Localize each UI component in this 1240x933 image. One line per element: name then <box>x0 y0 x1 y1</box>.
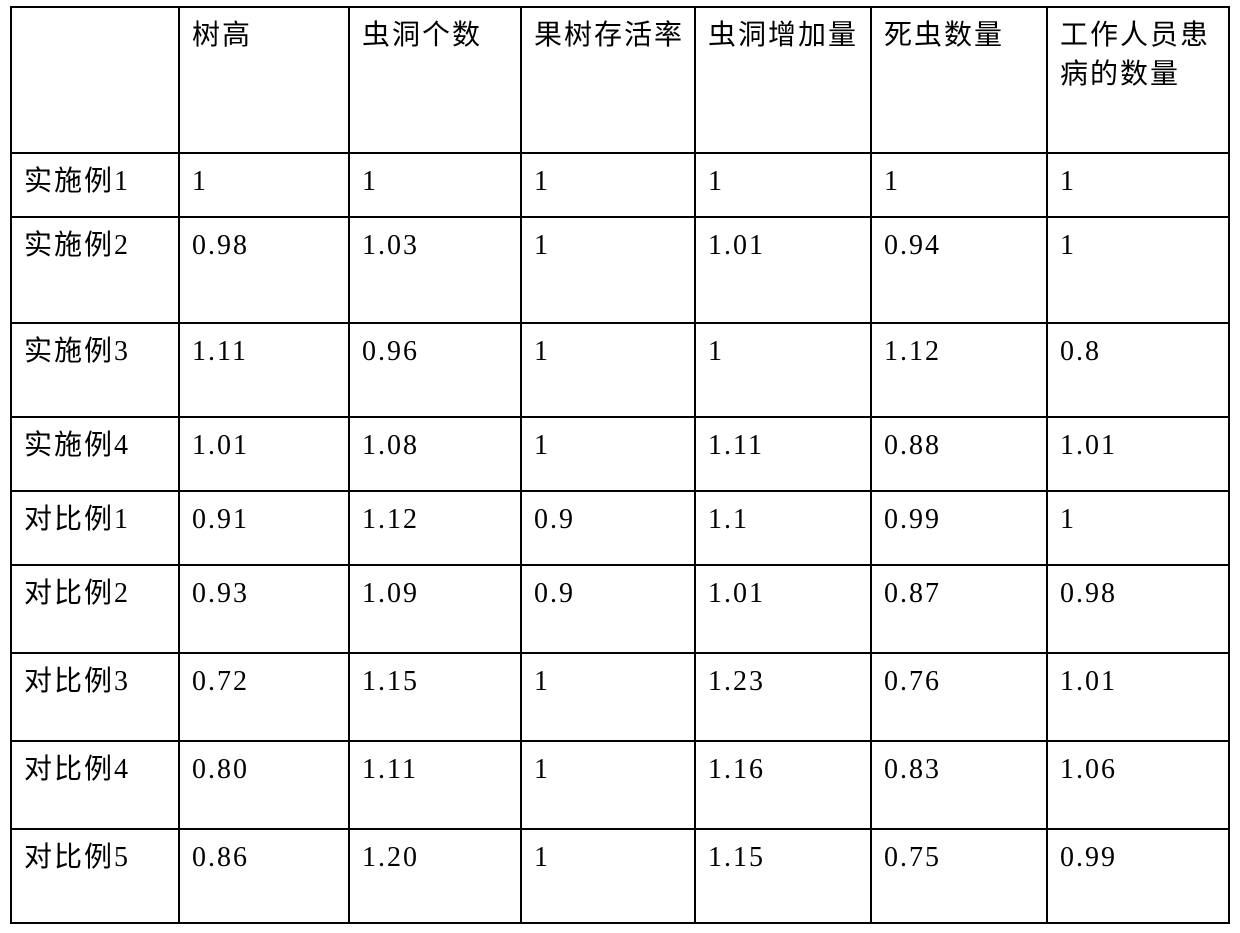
cell: 1.01 <box>179 417 349 491</box>
cell: 1 <box>521 417 695 491</box>
cell: 1.03 <box>349 217 521 323</box>
table-row: 对比例3 0.72 1.15 1 1.23 0.76 1.01 <box>11 653 1229 741</box>
cell: 0.91 <box>179 491 349 565</box>
cell: 0.80 <box>179 741 349 829</box>
cell: 1.01 <box>695 565 871 653</box>
cell: 0.75 <box>871 829 1047 923</box>
cell: 1.20 <box>349 829 521 923</box>
cell: 1 <box>521 323 695 417</box>
col-header-4: 虫洞增加量 <box>695 7 871 153</box>
cell: 0.88 <box>871 417 1047 491</box>
row-label: 实施例4 <box>11 417 179 491</box>
table-row: 对比例4 0.80 1.11 1 1.16 0.83 1.06 <box>11 741 1229 829</box>
col-header-0 <box>11 7 179 153</box>
cell: 1 <box>871 153 1047 217</box>
col-header-3: 果树存活率 <box>521 7 695 153</box>
data-table: 树高 虫洞个数 果树存活率 虫洞增加量 死虫数量 工作人员患病的数量 实施例1 … <box>10 6 1230 924</box>
table-row: 实施例4 1.01 1.08 1 1.11 0.88 1.01 <box>11 417 1229 491</box>
cell: 1.16 <box>695 741 871 829</box>
cell: 0.99 <box>1047 829 1229 923</box>
col-header-6: 工作人员患病的数量 <box>1047 7 1229 153</box>
cell: 1.23 <box>695 653 871 741</box>
cell: 1.01 <box>695 217 871 323</box>
col-header-5: 死虫数量 <box>871 7 1047 153</box>
cell: 0.87 <box>871 565 1047 653</box>
row-label: 实施例3 <box>11 323 179 417</box>
table-row: 实施例1 1 1 1 1 1 1 <box>11 153 1229 217</box>
cell: 1 <box>521 217 695 323</box>
cell: 0.72 <box>179 653 349 741</box>
cell: 0.9 <box>521 565 695 653</box>
cell: 1 <box>695 323 871 417</box>
cell: 1.11 <box>179 323 349 417</box>
cell: 1 <box>521 829 695 923</box>
table-row: 实施例3 1.11 0.96 1 1 1.12 0.8 <box>11 323 1229 417</box>
row-label: 对比例5 <box>11 829 179 923</box>
cell: 0.99 <box>871 491 1047 565</box>
cell: 1 <box>1047 153 1229 217</box>
cell: 1 <box>521 741 695 829</box>
cell: 0.76 <box>871 653 1047 741</box>
row-label: 对比例4 <box>11 741 179 829</box>
cell: 1 <box>521 153 695 217</box>
cell: 1.12 <box>349 491 521 565</box>
table-row: 实施例2 0.98 1.03 1 1.01 0.94 1 <box>11 217 1229 323</box>
cell: 1.12 <box>871 323 1047 417</box>
cell: 0.98 <box>179 217 349 323</box>
cell: 1 <box>179 153 349 217</box>
cell: 1.11 <box>695 417 871 491</box>
cell: 1 <box>1047 491 1229 565</box>
row-label: 对比例1 <box>11 491 179 565</box>
table-row: 对比例1 0.91 1.12 0.9 1.1 0.99 1 <box>11 491 1229 565</box>
cell: 1.15 <box>695 829 871 923</box>
cell: 1.1 <box>695 491 871 565</box>
table-header-row: 树高 虫洞个数 果树存活率 虫洞增加量 死虫数量 工作人员患病的数量 <box>11 7 1229 153</box>
row-label: 对比例3 <box>11 653 179 741</box>
cell: 0.93 <box>179 565 349 653</box>
col-header-2: 虫洞个数 <box>349 7 521 153</box>
cell: 1 <box>521 653 695 741</box>
cell: 1 <box>695 153 871 217</box>
table-row: 对比例5 0.86 1.20 1 1.15 0.75 0.99 <box>11 829 1229 923</box>
col-header-1: 树高 <box>179 7 349 153</box>
cell: 1 <box>349 153 521 217</box>
table-row: 对比例2 0.93 1.09 0.9 1.01 0.87 0.98 <box>11 565 1229 653</box>
cell: 1.06 <box>1047 741 1229 829</box>
cell: 0.96 <box>349 323 521 417</box>
cell: 1 <box>1047 217 1229 323</box>
cell: 1.15 <box>349 653 521 741</box>
row-label: 对比例2 <box>11 565 179 653</box>
cell: 0.83 <box>871 741 1047 829</box>
cell: 0.8 <box>1047 323 1229 417</box>
cell: 0.9 <box>521 491 695 565</box>
cell: 0.98 <box>1047 565 1229 653</box>
cell: 1.11 <box>349 741 521 829</box>
cell: 0.86 <box>179 829 349 923</box>
cell: 1.01 <box>1047 653 1229 741</box>
row-label: 实施例2 <box>11 217 179 323</box>
cell: 1.08 <box>349 417 521 491</box>
row-label: 实施例1 <box>11 153 179 217</box>
cell: 1.01 <box>1047 417 1229 491</box>
cell: 0.94 <box>871 217 1047 323</box>
cell: 1.09 <box>349 565 521 653</box>
